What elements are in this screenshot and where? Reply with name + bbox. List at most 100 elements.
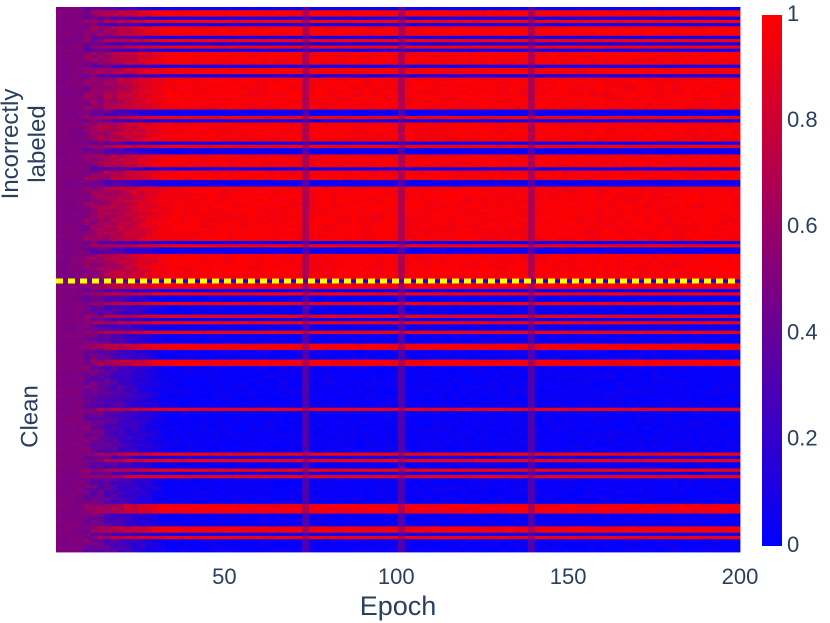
heatmap-cell <box>418 96 426 101</box>
heatmap-cell <box>138 157 146 162</box>
heatmap-cell <box>261 83 269 88</box>
heatmap-cell <box>534 74 543 78</box>
heatmap-cell <box>247 61 255 66</box>
heatmap-cell <box>712 148 720 152</box>
heatmap-cell <box>199 13 207 18</box>
heatmap-cell <box>534 103 543 107</box>
heatmap-cell <box>56 64 64 69</box>
heatmap-cell <box>117 10 125 14</box>
heatmap-cell <box>637 90 645 94</box>
heatmap-cell <box>144 99 153 104</box>
heatmap-cell <box>651 122 659 127</box>
heatmap-cell <box>678 64 686 69</box>
heatmap-cell <box>336 39 344 43</box>
heatmap-cell <box>179 109 187 114</box>
heatmap-cell <box>692 13 700 18</box>
heatmap-cell <box>623 10 631 14</box>
heatmap-cell <box>131 132 139 136</box>
heatmap-cell <box>370 23 378 27</box>
heatmap-cell <box>521 23 529 27</box>
heatmap-cell <box>179 116 187 120</box>
heatmap-cell <box>575 125 584 130</box>
heatmap-cell <box>336 119 344 123</box>
heatmap-cell <box>97 154 105 159</box>
heatmap-cell <box>322 125 330 130</box>
heatmap-cell <box>685 51 693 56</box>
heatmap-cell <box>62 29 71 34</box>
heatmap-cell <box>486 151 495 155</box>
heatmap-cell <box>268 71 276 75</box>
heatmap-cell <box>493 96 501 101</box>
heatmap-cell <box>268 112 276 117</box>
heatmap-cell <box>336 16 344 21</box>
heatmap-cell <box>644 39 652 43</box>
heatmap-cell <box>678 132 686 136</box>
heatmap-cell <box>302 112 310 117</box>
heatmap-cell <box>712 48 720 53</box>
heatmap-cell <box>384 58 392 62</box>
heatmap-cell <box>548 7 556 11</box>
heatmap-cell <box>534 10 543 14</box>
heatmap-cell <box>527 141 536 146</box>
heatmap-cell <box>206 71 214 75</box>
heatmap-cell <box>698 103 707 107</box>
heatmap-cell <box>213 112 221 117</box>
heatmap-cell <box>179 144 187 149</box>
heatmap-cell <box>459 35 467 40</box>
heatmap-cell <box>398 135 406 139</box>
heatmap-cell <box>124 135 132 139</box>
heatmap-cell <box>603 19 611 24</box>
heatmap-cell <box>56 99 64 104</box>
heatmap-cell <box>514 122 522 127</box>
heatmap-cell <box>144 55 153 59</box>
heatmap-cell <box>644 154 652 159</box>
heatmap-cell <box>384 90 392 94</box>
heatmap-cell <box>124 128 132 133</box>
heatmap-cell <box>439 51 447 56</box>
heatmap-cell <box>274 109 283 114</box>
heatmap-cell <box>411 61 419 66</box>
heatmap-cell <box>110 77 118 82</box>
heatmap-cell <box>90 144 98 149</box>
heatmap-cell <box>473 16 481 21</box>
heatmap-cell <box>62 96 71 101</box>
heatmap-cell <box>425 13 433 18</box>
heatmap-cell <box>514 141 522 146</box>
heatmap-cell <box>315 32 324 37</box>
heatmap-cell <box>90 32 98 37</box>
heatmap-cell <box>548 83 556 88</box>
heatmap-cell <box>165 55 173 59</box>
heatmap-cell <box>295 141 303 146</box>
heatmap-cell <box>151 67 159 72</box>
heatmap-cell <box>206 96 214 101</box>
heatmap-cell <box>671 26 679 30</box>
heatmap-cell <box>233 64 242 69</box>
heatmap-cell <box>603 164 611 168</box>
heatmap-cell <box>541 148 549 152</box>
heatmap-cell <box>350 74 358 78</box>
heatmap-cell <box>240 16 248 21</box>
heatmap-cell <box>623 58 631 62</box>
heatmap-cell <box>158 74 166 78</box>
heatmap-cell <box>480 16 488 21</box>
heatmap-cell <box>603 157 611 162</box>
heatmap-cell <box>56 138 64 143</box>
heatmap-cell <box>534 26 543 30</box>
heatmap-cell <box>240 67 248 72</box>
heatmap-cell <box>261 13 269 18</box>
heatmap-cell <box>151 42 159 46</box>
heatmap-cell <box>452 141 460 146</box>
heatmap-cell <box>521 10 529 14</box>
heatmap-cell <box>541 80 549 85</box>
heatmap-cell <box>500 77 508 82</box>
heatmap-cell <box>90 39 98 43</box>
heatmap-cell <box>651 35 659 40</box>
heatmap-cell <box>302 42 310 46</box>
heatmap-cell <box>268 35 276 40</box>
heatmap-cell <box>227 58 235 62</box>
heatmap-cell <box>514 32 522 37</box>
heatmap-cell <box>165 122 173 127</box>
heatmap-cell <box>562 67 570 72</box>
heatmap-cell <box>322 61 330 66</box>
heatmap-cell <box>138 77 146 82</box>
